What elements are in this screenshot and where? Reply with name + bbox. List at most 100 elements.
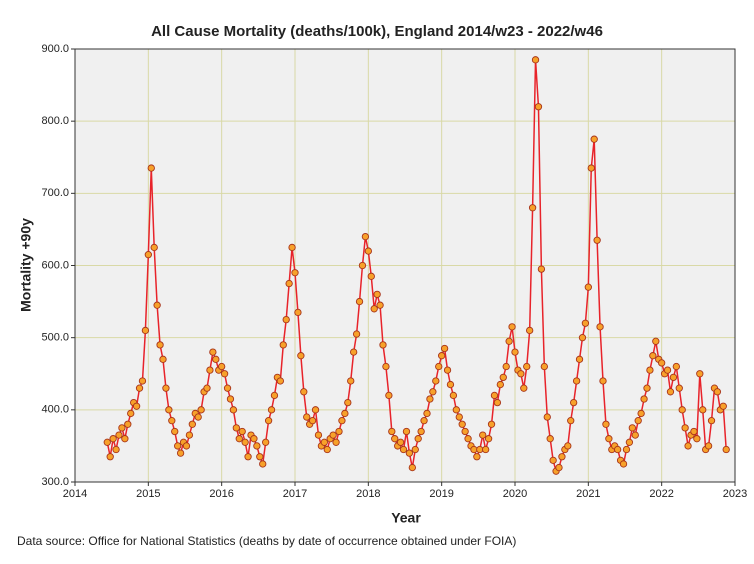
data-point xyxy=(238,427,246,436)
data-point xyxy=(370,305,378,313)
data-point xyxy=(443,366,452,374)
data-point xyxy=(241,438,249,446)
data-point xyxy=(637,409,645,418)
data-point xyxy=(332,438,340,446)
data-point xyxy=(176,449,185,457)
data-point xyxy=(294,308,302,317)
data-point xyxy=(672,362,680,371)
data-point xyxy=(300,388,308,396)
x-axis-label: Year xyxy=(391,510,421,526)
data-point xyxy=(713,388,722,396)
y-tick-label: 400.0 xyxy=(41,404,69,416)
data-point xyxy=(162,384,170,392)
data-point xyxy=(528,204,537,212)
source-note: Data source: Office for National Statist… xyxy=(17,534,516,548)
data-point xyxy=(103,438,111,446)
data-point xyxy=(669,373,678,382)
data-point xyxy=(147,164,155,172)
data-point xyxy=(250,435,258,443)
data-point xyxy=(570,398,578,407)
data-point xyxy=(540,362,548,371)
y-tick-label: 600.0 xyxy=(41,259,69,271)
data-point xyxy=(684,442,692,450)
data-point xyxy=(490,391,499,400)
data-point xyxy=(364,247,372,255)
data-point xyxy=(118,424,126,432)
data-point xyxy=(206,366,214,374)
data-point xyxy=(634,417,642,425)
data-point xyxy=(244,453,252,461)
data-point xyxy=(132,402,141,410)
data-point xyxy=(593,236,601,244)
data-point xyxy=(508,323,516,331)
data-point xyxy=(473,453,481,461)
data-point xyxy=(458,420,466,428)
data-point xyxy=(505,337,513,345)
data-point xyxy=(417,427,425,436)
data-point xyxy=(699,406,707,414)
data-point xyxy=(564,442,572,450)
data-point xyxy=(144,251,152,259)
data-point xyxy=(690,427,698,436)
data-point xyxy=(678,406,686,414)
data-point xyxy=(605,435,613,443)
data-point xyxy=(124,420,132,428)
chart-title: All Cause Mortality (deaths/100k), Engla… xyxy=(151,23,603,40)
data-point xyxy=(335,427,343,436)
data-point xyxy=(379,341,387,349)
data-point xyxy=(423,409,431,418)
data-point xyxy=(355,297,364,306)
data-point xyxy=(235,435,243,443)
data-point xyxy=(159,355,167,363)
data-point xyxy=(567,417,575,425)
data-point xyxy=(440,344,449,353)
data-point xyxy=(220,370,229,378)
y-tick-label: 300.0 xyxy=(41,476,69,488)
data-point xyxy=(575,355,584,363)
data-point xyxy=(479,431,487,439)
data-point xyxy=(558,453,566,461)
data-point xyxy=(438,352,446,360)
data-point xyxy=(106,453,114,461)
data-point xyxy=(652,337,660,345)
data-point xyxy=(555,463,563,472)
data-point xyxy=(429,388,437,396)
data-point xyxy=(663,366,672,374)
data-point xyxy=(276,377,284,385)
data-point xyxy=(435,362,443,371)
data-point xyxy=(693,435,701,443)
data-point xyxy=(484,435,493,443)
data-point xyxy=(323,445,331,454)
data-point xyxy=(267,406,276,414)
data-point xyxy=(288,243,296,252)
data-point xyxy=(259,460,267,468)
data-point xyxy=(649,352,657,360)
data-point xyxy=(223,384,232,392)
x-tick-label: 2015 xyxy=(136,488,160,500)
data-point xyxy=(719,402,727,410)
x-tick-label: 2016 xyxy=(209,488,233,500)
data-point xyxy=(320,438,328,446)
data-point xyxy=(464,435,472,443)
data-point xyxy=(396,438,405,446)
data-point xyxy=(112,445,120,454)
data-point xyxy=(543,413,551,421)
data-point xyxy=(373,290,381,299)
data-point xyxy=(352,330,361,338)
data-point xyxy=(675,384,683,392)
data-point xyxy=(432,377,440,385)
data-point xyxy=(696,370,704,378)
data-point xyxy=(291,269,299,277)
data-point xyxy=(168,417,176,425)
data-point xyxy=(414,435,422,443)
data-point xyxy=(194,413,202,421)
data-point xyxy=(367,272,375,280)
data-point xyxy=(115,431,123,439)
data-point xyxy=(619,460,628,468)
data-point xyxy=(631,431,639,439)
data-point xyxy=(174,442,182,450)
data-point xyxy=(109,435,117,443)
data-point xyxy=(341,409,349,418)
data-point xyxy=(256,453,264,461)
